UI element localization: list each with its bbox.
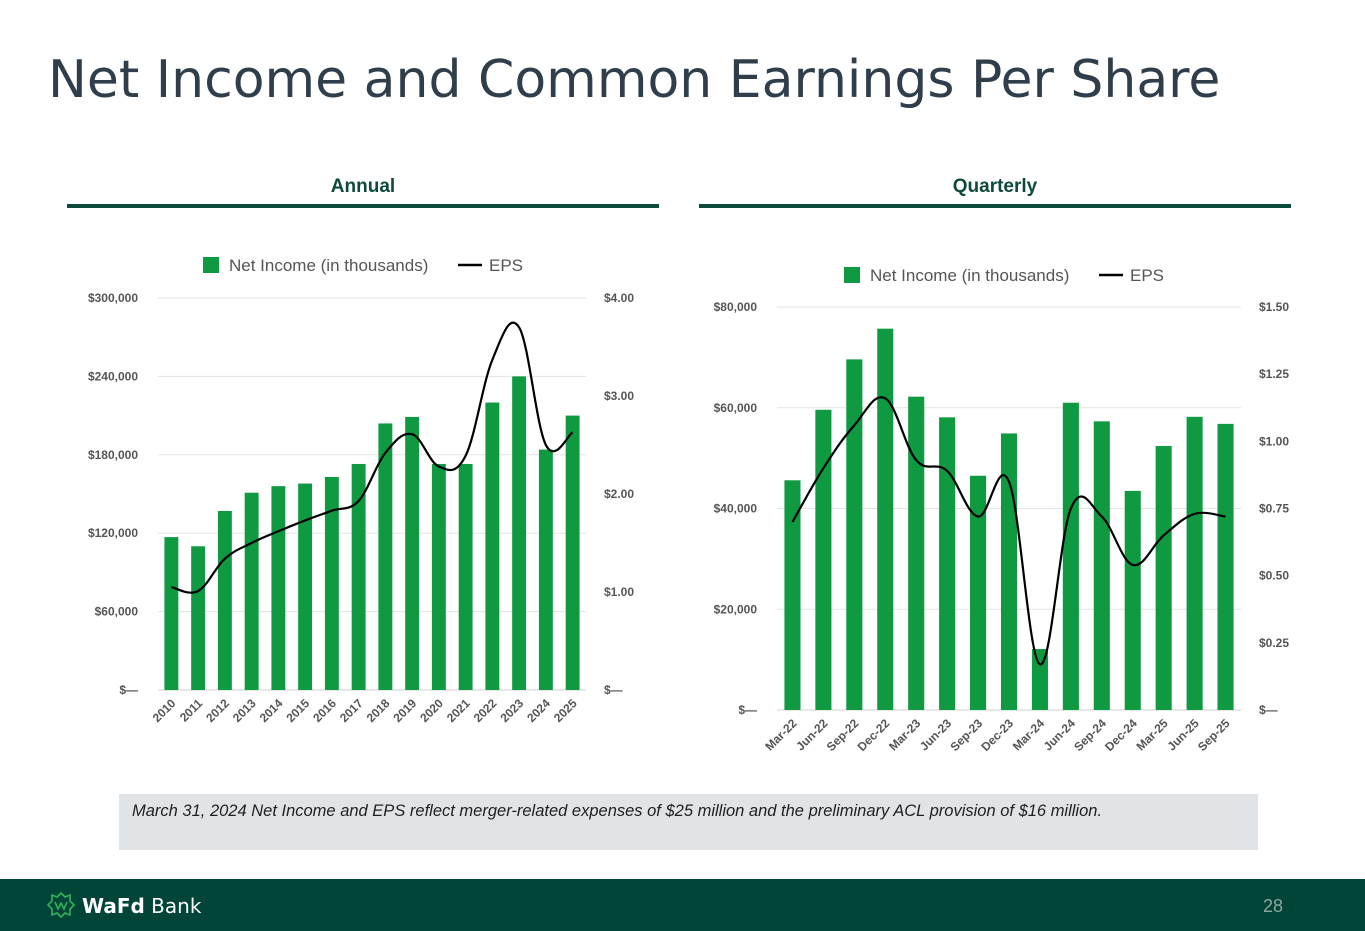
annual-eps-line [171, 321, 574, 594]
quarterly-legend-line-label: EPS [1130, 266, 1164, 285]
wafd-logo-text: WaFd Bank [82, 894, 202, 918]
quarterly-section-title: Quarterly [952, 176, 1038, 197]
quarterly-y-left-tick-label: $— [738, 703, 757, 717]
quarterly-y-right-tick-label: $0.50 [1259, 569, 1289, 583]
quarterly-bar [939, 417, 956, 710]
quarterly-y-right-tick-label: $1.00 [1259, 434, 1289, 448]
annual-y-left-tick-label: $60,000 [95, 605, 139, 619]
quarterly-x-tick-label: Jun-24 [1041, 716, 1078, 753]
quarterly-legend-bar-label: Net Income (in thousands) [870, 266, 1069, 285]
quarterly-x-tick-label: Sep-25 [1195, 716, 1233, 754]
footer-bar: WaFd Bank 28 [0, 879, 1365, 931]
quarterly-x-tick-label: Sep-22 [824, 716, 862, 754]
annual-section-rule [67, 204, 659, 208]
quarterly-x-tick-label: Mar-25 [1134, 716, 1171, 753]
annual-y-right-tick-label: $2.00 [604, 487, 634, 501]
quarterly-bar [846, 359, 863, 710]
quarterly-y-left-tick-label: $20,000 [714, 602, 758, 616]
page-number: 28 [1262, 896, 1283, 916]
annual-section-title: Annual [330, 176, 396, 197]
annual-bar [512, 376, 527, 690]
annual-legend-bar-label: Net Income (in thousands) [229, 256, 428, 275]
annual-y-left-tick-label: $300,000 [88, 291, 138, 305]
quarterly-section-rule [699, 204, 1291, 208]
annual-legend-bar-swatch [203, 257, 219, 273]
annual-bar [298, 483, 313, 690]
wafd-logo-icon [46, 891, 76, 919]
quarterly-bar [1155, 446, 1172, 710]
annual-bar [431, 463, 446, 690]
annual-bar [405, 416, 420, 690]
annual-y-right-tick-label: $— [604, 683, 623, 697]
quarterly-bar [1062, 402, 1079, 710]
quarterly-bar [970, 475, 987, 710]
quarterly-y-right-tick-label: $0.25 [1259, 636, 1289, 650]
quarterly-chart: $— $20,000 $40,000 $60,000 $80,000 $— $0.25 $0.… [714, 266, 1290, 754]
annual-bar [538, 449, 553, 690]
annual-bar [565, 415, 580, 690]
quarterly-bar [1031, 649, 1048, 710]
annual-bar [164, 537, 179, 690]
quarterly-bar [1217, 423, 1234, 710]
annual-bar [485, 402, 500, 690]
annual-bar [458, 463, 473, 690]
quarterly-x-tick-label: Dec-24 [1102, 716, 1140, 754]
annual-legend-line-label: EPS [489, 256, 523, 275]
quarterly-bar [784, 480, 801, 710]
annual-bar [271, 486, 286, 690]
annual-bar [324, 477, 339, 690]
quarterly-eps-line [791, 396, 1226, 666]
quarterly-legend-bar-swatch [844, 267, 860, 283]
quarterly-y-left-tick-label: $40,000 [714, 502, 758, 516]
quarterly-y-right-tick-label: $0.75 [1259, 502, 1289, 516]
quarterly-bar [1124, 490, 1141, 710]
quarterly-x-tick-label: Dec-22 [855, 716, 893, 754]
footnote-box: March 31, 2024 Net Income and EPS reflec… [119, 794, 1258, 850]
quarterly-y-right-tick-label: $1.25 [1259, 367, 1289, 381]
quarterly-bar [877, 328, 894, 710]
quarterly-x-tick-label: Sep-24 [1071, 716, 1109, 754]
footnote-text: March 31, 2024 Net Income and EPS reflec… [132, 802, 1103, 820]
annual-y-right-tick-label: $4.00 [604, 291, 634, 305]
quarterly-y-left-tick-label: $80,000 [714, 300, 758, 314]
quarterly-bar [1093, 421, 1110, 710]
quarterly-bar [1186, 416, 1203, 710]
quarterly-x-tick-label: Jun-25 [1164, 716, 1201, 753]
quarterly-y-right-tick-label: $1.50 [1259, 300, 1289, 314]
quarterly-x-tick-label: Mar-24 [1010, 716, 1047, 753]
quarterly-bar [908, 396, 925, 710]
quarterly-x-tick-label: Mar-23 [886, 716, 923, 753]
annual-y-left-tick-label: $— [119, 683, 138, 697]
quarterly-x-tick-label: Jun-22 [793, 716, 830, 753]
annual-y-left-tick-label: $180,000 [88, 448, 138, 462]
quarterly-y-right-tick-label: $— [1259, 703, 1278, 717]
annual-y-right-tick-label: $1.00 [604, 585, 634, 599]
quarterly-bar [815, 409, 832, 710]
quarterly-x-tick-label: Mar-22 [762, 716, 799, 753]
quarterly-x-tick-label: Sep-23 [947, 716, 985, 754]
quarterly-x-tick-label: Dec-23 [978, 716, 1016, 754]
annual-bar [191, 546, 206, 690]
annual-y-right-tick-label: $3.00 [604, 389, 634, 403]
annual-y-left-tick-label: $120,000 [88, 526, 138, 540]
annual-bar [351, 463, 366, 690]
quarterly-y-left-tick-label: $60,000 [714, 401, 758, 415]
annual-y-left-tick-label: $240,000 [88, 369, 138, 383]
page-title: Net Income and Common Earnings Per Share [48, 50, 1221, 110]
quarterly-x-tick-label: Jun-23 [917, 716, 954, 753]
annual-chart: $— $60,000 $120,000 $180,000 $240,000 $300,00… [88, 256, 634, 725]
annual-bar [378, 423, 393, 690]
